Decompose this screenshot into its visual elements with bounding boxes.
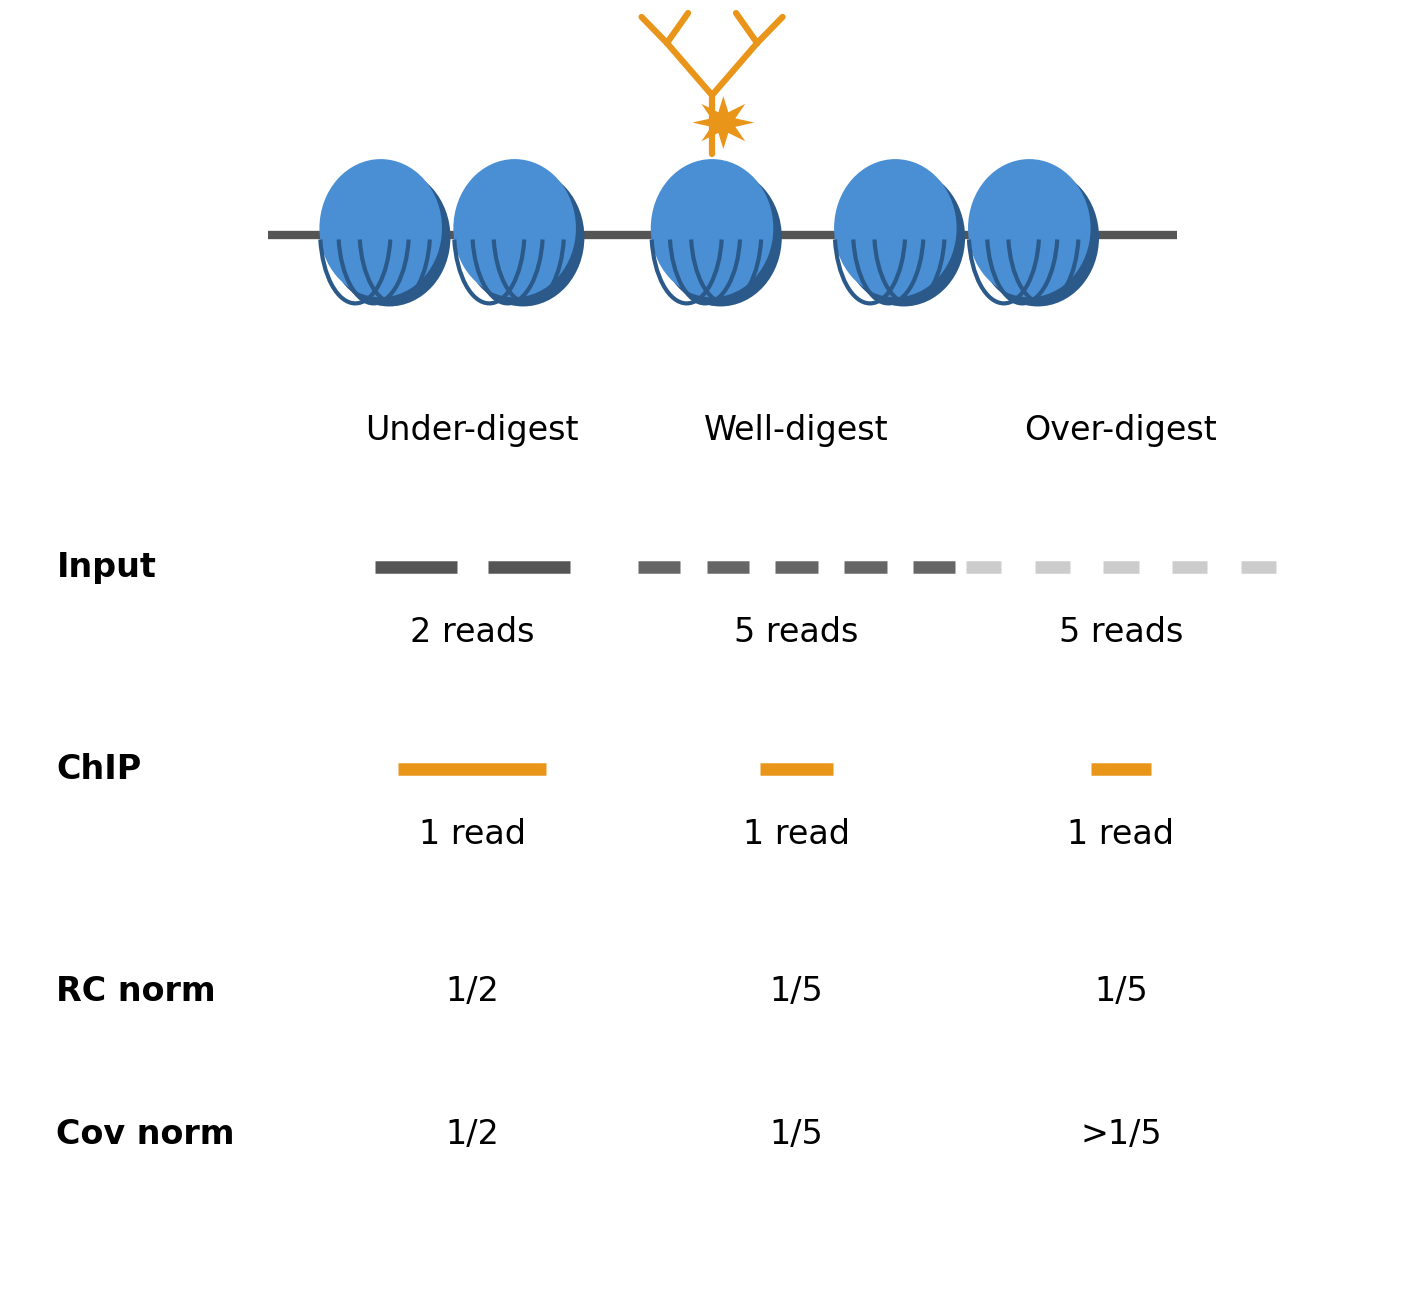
Text: Over-digest: Over-digest: [1025, 413, 1217, 447]
Ellipse shape: [329, 168, 450, 306]
Ellipse shape: [843, 168, 964, 306]
Ellipse shape: [454, 159, 575, 297]
Text: ChIP: ChIP: [56, 752, 141, 786]
Text: 1 read: 1 read: [1067, 818, 1175, 852]
Text: 5 reads: 5 reads: [1059, 615, 1183, 649]
Ellipse shape: [835, 159, 956, 297]
Text: 1/5: 1/5: [1094, 974, 1148, 1008]
Polygon shape: [692, 96, 754, 149]
Text: 2 reads: 2 reads: [410, 615, 534, 649]
Text: Under-digest: Under-digest: [365, 413, 580, 447]
Text: 1/2: 1/2: [446, 974, 499, 1008]
Text: >1/5: >1/5: [1080, 1118, 1162, 1151]
Text: 5 reads: 5 reads: [735, 615, 859, 649]
Ellipse shape: [977, 168, 1098, 306]
Text: RC norm: RC norm: [56, 974, 216, 1008]
Text: 1 read: 1 read: [419, 818, 526, 852]
Ellipse shape: [969, 159, 1090, 297]
Ellipse shape: [320, 159, 441, 297]
Text: 1/5: 1/5: [770, 974, 823, 1008]
Text: Input: Input: [56, 550, 157, 584]
Text: Well-digest: Well-digest: [705, 413, 888, 447]
Text: 1/5: 1/5: [770, 1118, 823, 1151]
Ellipse shape: [660, 168, 781, 306]
Text: 1/2: 1/2: [446, 1118, 499, 1151]
Text: Cov norm: Cov norm: [56, 1118, 235, 1151]
Ellipse shape: [651, 159, 773, 297]
Ellipse shape: [462, 168, 584, 306]
Text: 1 read: 1 read: [743, 818, 850, 852]
